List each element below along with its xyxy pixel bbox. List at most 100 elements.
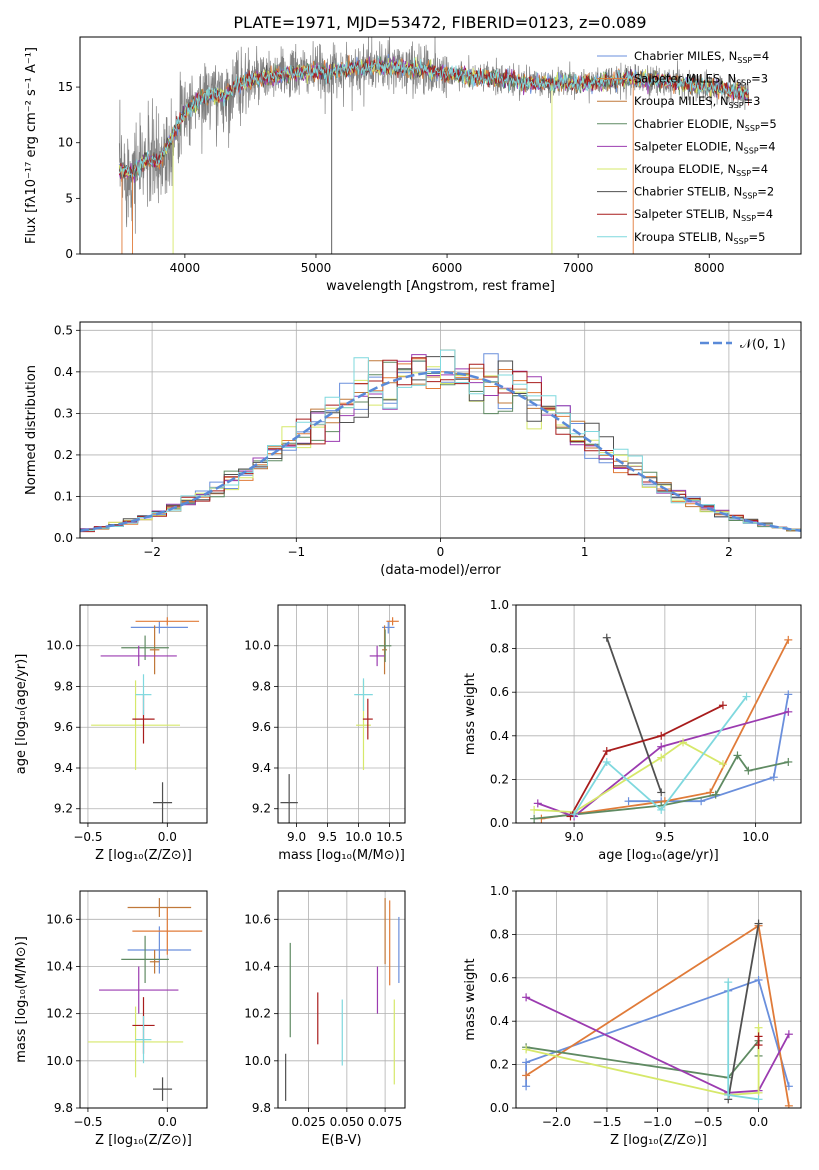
x-tick-label: 9.5 <box>655 830 674 844</box>
y-axis-label: mass weight <box>463 958 478 1040</box>
histogram-step-line <box>80 366 801 531</box>
y-tick-label: 0 <box>65 247 73 261</box>
plot-layer <box>91 617 200 823</box>
plot-layer <box>522 919 793 1108</box>
x-tick-label: 0.0 <box>158 1115 177 1129</box>
axes-age_vs_mass: 9.0 9.5 10.0 10.5 9.2 9.4 9.6 9.8 10.0 mass [log₁… <box>244 604 406 863</box>
x-axis-label: Z [log₁₀(Z/Z⊙)] <box>95 1133 192 1148</box>
x-tick-label: −0.5 <box>73 1115 102 1129</box>
y-tick-label: 9.6 <box>54 720 73 734</box>
x-tick-label: 4000 <box>170 261 201 275</box>
legend-label: 𝒩(0, 1) <box>740 336 786 351</box>
y-tick-label: 9.8 <box>252 1101 271 1115</box>
y-axis-label: Flux [fλ10⁻¹⁷ erg cm⁻² s⁻¹ A⁻¹] <box>24 47 39 244</box>
axes-spectrum: 4000 5000 6000 7000 8000 0 5 10 15 wavelength [An… <box>24 36 802 294</box>
series-line <box>534 753 789 820</box>
x-axis-label: Z [log₁₀(Z/Z⊙)] <box>610 1133 707 1148</box>
axes-massweight_vs_Z: −2.0 −1.5 −1.0 −0.5 0.0 0.0 0.2 0.4 0.6 0.8 1.0 Z [… <box>463 884 802 1148</box>
legend-label: Kroupa MILES, NSSP=3 <box>634 94 760 110</box>
x-tick-label: 10.5 <box>376 830 403 844</box>
x-tick-label: 9.5 <box>318 830 337 844</box>
y-tick-label: 10.2 <box>46 1007 73 1021</box>
plot-layer <box>530 633 793 823</box>
x-tick-label: 2 <box>725 545 733 559</box>
y-axis-label: age [log₁₀(age/yr)] <box>14 654 29 775</box>
legend-label: Salpeter MILES, NSSP=3 <box>634 72 768 88</box>
y-tick-label: 0.0 <box>490 816 509 830</box>
axes-frame <box>79 36 802 255</box>
y-tick-label: 0.1 <box>54 489 73 503</box>
y-tick-label: 9.2 <box>54 802 73 816</box>
x-tick-label: 0.0 <box>158 830 177 844</box>
axes-frame <box>277 604 406 824</box>
x-tick-label: −1.0 <box>643 1115 672 1129</box>
series-line <box>727 923 760 1100</box>
x-axis-label: Z [log₁₀(Z/Z⊙)] <box>95 848 192 863</box>
y-tick-label: 9.4 <box>54 761 73 775</box>
x-axis-label: (data-model)/error <box>380 563 501 578</box>
y-tick-label: 1.0 <box>490 884 509 898</box>
y-tick-label: 0.6 <box>490 685 509 699</box>
x-tick-label: 8000 <box>694 261 725 275</box>
y-tick-label: 10.6 <box>46 912 73 926</box>
y-tick-label: 9.8 <box>252 679 271 693</box>
y-tick-label: 0.0 <box>490 1101 509 1115</box>
series-line <box>573 696 748 815</box>
legend-label: Kroupa STELIB, NSSP=5 <box>634 230 765 246</box>
axes-frame <box>79 604 208 824</box>
axes-frame <box>515 604 802 824</box>
x-tick-label: −2.0 <box>542 1115 571 1129</box>
y-tick-label: 10.0 <box>244 1054 271 1068</box>
plot-layer <box>80 349 801 533</box>
axes-frame <box>515 890 802 1109</box>
x-axis-label: mass [log₁₀(M/M⊙)] <box>278 848 405 863</box>
y-tick-label: 0.6 <box>490 971 509 985</box>
series-line <box>569 704 724 817</box>
y-tick-label: 0.0 <box>54 531 73 545</box>
x-tick-label: −0.5 <box>73 830 102 844</box>
spectrum-model-line <box>118 59 749 180</box>
series-line <box>727 982 759 1101</box>
y-tick-label: 0.2 <box>490 1058 509 1072</box>
x-tick-label: 0.025 <box>291 1115 325 1129</box>
x-tick-label: −2 <box>143 545 161 559</box>
plot-layer <box>87 898 203 1101</box>
axes-mass_vs_Z: −0.5 0.0 9.8 10.0 10.2 10.4 10.6 Z [log₁₀(Z/Z⊙)… <box>14 890 208 1148</box>
y-tick-label: 10.0 <box>46 639 73 653</box>
x-axis-label: wavelength [Angstrom, rest frame] <box>326 279 555 294</box>
x-tick-label: 7000 <box>563 261 594 275</box>
axes-frame <box>79 321 802 539</box>
y-tick-label: 9.8 <box>54 1101 73 1115</box>
x-tick-label: 6000 <box>432 261 463 275</box>
x-tick-label: 10.0 <box>742 830 769 844</box>
legend-label: Salpeter STELIB, NSSP=4 <box>634 207 773 223</box>
histogram-step-line <box>80 349 801 531</box>
x-tick-label: 0 <box>437 545 445 559</box>
plot-layer <box>118 37 749 254</box>
y-tick-label: 10.0 <box>46 1054 73 1068</box>
figure-title: PLATE=1971, MJD=53472, FIBERID=0123, z=0… <box>233 13 646 32</box>
y-tick-label: 15 <box>58 80 73 94</box>
axes-frame <box>79 890 208 1109</box>
plot-layer <box>285 898 400 1101</box>
axes-massweight_vs_age: 9.0 9.5 10.0 0.0 0.2 0.4 0.6 0.8 1.0 age [log₁₀(a… <box>463 598 802 863</box>
y-tick-label: 0.2 <box>490 772 509 786</box>
y-tick-label: 0.4 <box>54 365 73 379</box>
series-line <box>605 637 663 793</box>
y-tick-label: 9.2 <box>252 802 271 816</box>
axes-age_vs_Z: −0.5 0.0 9.2 9.4 9.6 9.8 10.0 Z [log₁₀(Z/Z⊙)] ag… <box>14 604 208 863</box>
spectrum-model-line <box>119 56 749 178</box>
x-tick-label: 1 <box>581 545 589 559</box>
x-tick-label: 10.0 <box>345 830 372 844</box>
legend-label: Chabrier ELODIE, NSSP=5 <box>634 117 777 133</box>
y-tick-label: 10 <box>58 136 73 150</box>
axes-frame <box>277 890 406 1109</box>
x-tick-label: −0.5 <box>693 1115 722 1129</box>
legend-label: Chabrier MILES, NSSP=4 <box>634 49 769 65</box>
y-tick-label: 0.3 <box>54 406 73 420</box>
spectrum-legend: Chabrier MILES, NSSP=4 Salpeter MILES, NS… <box>597 49 777 246</box>
x-tick-label: 0.0 <box>749 1115 768 1129</box>
y-tick-label: 10.2 <box>244 1007 271 1021</box>
y-tick-label: 10.6 <box>244 912 271 926</box>
